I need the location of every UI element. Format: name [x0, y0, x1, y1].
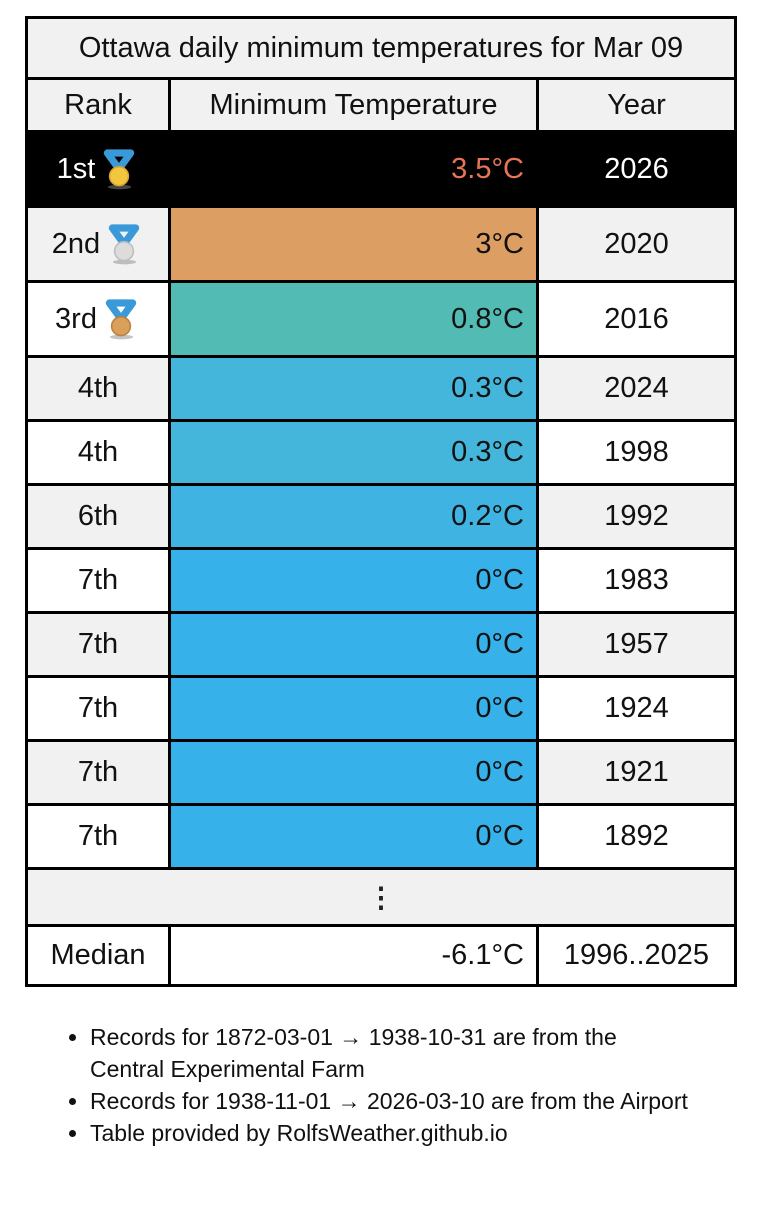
table-row: 7th 0°C 1892 [25, 803, 738, 870]
year-cell: 2026 [535, 130, 738, 208]
minimum-temperature-cell: 0.8°C [168, 280, 539, 358]
footnote-item: Records for 1872-03-01 → 1938-10-31 are … [90, 1021, 690, 1085]
temperature-records-table: Ottawa daily minimum temperatures for Ma… [24, 16, 738, 987]
year-cell: 1892 [535, 803, 738, 870]
table-row: 4th 0.3°C 2024 [25, 355, 738, 422]
rank-label: 3rd [55, 302, 97, 335]
rank-cell: 3rd [25, 280, 171, 358]
ellipsis-row: ⋮ [24, 867, 738, 927]
minimum-temperature-cell: 0°C [168, 739, 539, 806]
minimum-temperature-cell: 0°C [168, 803, 539, 870]
year-cell: 1992 [535, 483, 738, 550]
rank-cell: 4th [25, 355, 171, 422]
year-cell: 1921 [535, 739, 738, 806]
rank-content: 3rd [28, 298, 168, 340]
rank-label: 4th [77, 372, 119, 404]
ellipsis-glyph: ⋮ [24, 867, 738, 927]
year-cell: 2020 [535, 205, 738, 283]
rank-cell: 7th [25, 803, 171, 870]
median-year-range: 1996..2025 [535, 924, 738, 987]
rank-label: 6th [77, 500, 119, 532]
column-header-minimum-temperature: Minimum Temperature [168, 77, 539, 133]
rank-label: 2nd [51, 227, 101, 260]
gold-medal-icon [104, 149, 135, 190]
table-row: 3rd 0.8°C 2016 [25, 280, 738, 358]
rank-label: 4th [77, 436, 119, 468]
column-header-rank: Rank [25, 77, 171, 133]
minimum-temperature-cell: 0°C [168, 547, 539, 614]
year-cell: 1983 [535, 547, 738, 614]
year-cell: 1924 [535, 675, 738, 742]
rank-content: 7th [28, 564, 168, 597]
rank-cell: 7th [25, 675, 171, 742]
rank-content: 4th [28, 436, 168, 469]
rank-label: 7th [77, 820, 119, 852]
minimum-temperature-cell: 0.3°C [168, 419, 539, 486]
rank-cell: 6th [25, 483, 171, 550]
title-row: Ottawa daily minimum temperatures for Ma… [24, 16, 738, 80]
minimum-temperature-cell: 0.3°C [168, 355, 539, 422]
rank-content: 4th [28, 372, 168, 405]
table-row: 7th 0°C 1924 [25, 675, 738, 742]
year-cell: 2024 [535, 355, 738, 422]
rank-content: 6th [28, 500, 168, 533]
rank-label: 7th [77, 692, 119, 724]
column-header-year: Year [535, 77, 738, 133]
table-row: 4th 0.3°C 1998 [25, 419, 738, 486]
rank-content: 7th [28, 756, 168, 789]
table-row: 7th 0°C 1921 [25, 739, 738, 806]
rank-content: 7th [28, 692, 168, 725]
year-cell: 1998 [535, 419, 738, 486]
year-cell: 2016 [535, 280, 738, 358]
year-cell: 1957 [535, 611, 738, 678]
table-row: 1st 3.5°C 2026 [25, 130, 738, 208]
median-label: Median [25, 924, 171, 987]
footnotes-list: Records for 1872-03-01 → 1938-10-31 are … [68, 1021, 730, 1149]
rank-label: 7th [77, 564, 119, 596]
column-header-row: Rank Minimum Temperature Year [25, 77, 738, 133]
rank-cell: 7th [25, 547, 171, 614]
table-row: 7th 0°C 1983 [25, 547, 738, 614]
rank-content: 7th [28, 820, 168, 853]
rank-cell: 7th [25, 739, 171, 806]
minimum-temperature-cell: 0°C [168, 675, 539, 742]
rank-cell: 1st [25, 130, 171, 208]
rank-label: 1st [56, 152, 96, 185]
rank-label: 7th [77, 756, 119, 788]
rank-content: 1st [28, 148, 168, 190]
minimum-temperature-cell: 3°C [168, 205, 539, 283]
rank-cell: 4th [25, 419, 171, 486]
rank-label: 7th [77, 628, 119, 660]
median-temperature: -6.1°C [168, 924, 539, 987]
table-row: 7th 0°C 1957 [25, 611, 738, 678]
table-row: 2nd 3°C 2020 [25, 205, 738, 283]
silver-medal-icon [108, 224, 140, 265]
rank-content: 2nd [28, 223, 168, 265]
minimum-temperature-cell: 0°C [168, 611, 539, 678]
footnote-item: Table provided by RolfsWeather.github.io [90, 1117, 690, 1149]
rank-content: 7th [28, 628, 168, 661]
table-title: Ottawa daily minimum temperatures for Ma… [24, 16, 738, 80]
minimum-temperature-cell: 3.5°C [168, 130, 539, 208]
bronze-medal-icon [105, 299, 137, 340]
table-row: 6th 0.2°C 1992 [25, 483, 738, 550]
footnote-item: Records for 1938-11-01 → 2026-03-10 are … [90, 1085, 690, 1117]
minimum-temperature-cell: 0.2°C [168, 483, 539, 550]
rank-cell: 7th [25, 611, 171, 678]
median-row: Median -6.1°C 1996..2025 [25, 924, 738, 987]
rank-cell: 2nd [25, 205, 171, 283]
